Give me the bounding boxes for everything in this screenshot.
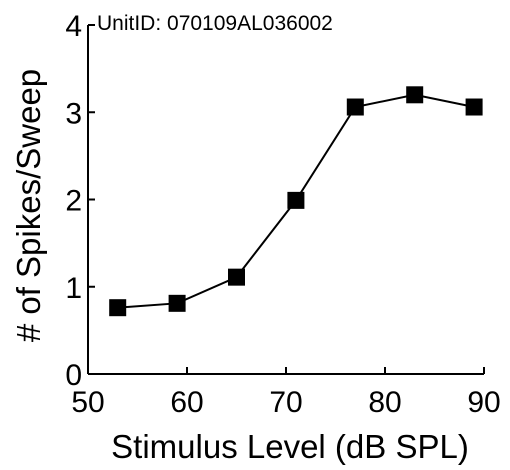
data-point-71 bbox=[287, 191, 305, 209]
data-series bbox=[109, 86, 483, 317]
x-tick-label-90: 90 bbox=[467, 386, 500, 419]
unit-id-annotation: UnitID: 070109AL036002 bbox=[97, 12, 333, 35]
y-tick-label-3: 3 bbox=[65, 97, 82, 130]
y-tick-label-0: 0 bbox=[65, 359, 82, 392]
x-axis-ticks: 50 60 70 80 90 bbox=[71, 367, 501, 419]
x-tick-label-70: 70 bbox=[269, 386, 302, 419]
data-point-65 bbox=[228, 268, 245, 286]
y-tick-label-4: 4 bbox=[65, 10, 82, 43]
data-point-59 bbox=[168, 294, 186, 312]
data-point-89 bbox=[465, 98, 483, 116]
x-tick-label-50: 50 bbox=[71, 386, 104, 419]
data-point-53 bbox=[109, 299, 127, 317]
x-tick-label-80: 80 bbox=[368, 386, 401, 419]
data-point-83 bbox=[406, 86, 424, 104]
y-tick-label-1: 1 bbox=[65, 272, 82, 305]
y-tick-label-2: 2 bbox=[65, 185, 82, 218]
y-axis-ticks: 0 1 2 3 4 bbox=[65, 10, 95, 392]
data-point-77 bbox=[346, 98, 364, 116]
x-axis-title: Stimulus Level (dB SPL) bbox=[111, 428, 469, 465]
y-axis-title: # of Spikes/Sweep bbox=[10, 69, 47, 342]
x-tick-label-60: 60 bbox=[170, 386, 203, 419]
axes bbox=[87, 25, 484, 375]
